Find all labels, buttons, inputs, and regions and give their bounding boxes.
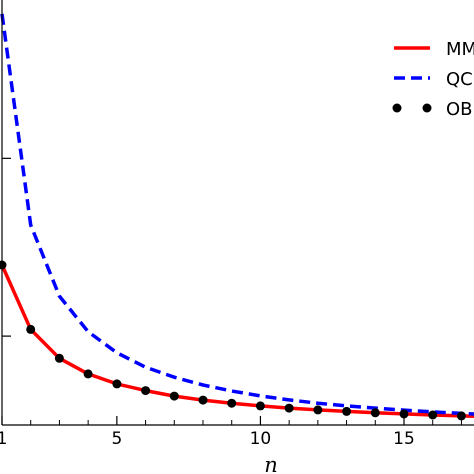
legend-swatch [422,103,432,113]
x-tick-label: 10 [250,429,272,449]
series-qc [0,13,474,416]
data-point [428,410,438,420]
legend-label: OB [446,99,473,120]
data-point [141,386,151,396]
data-point [456,411,466,421]
data-point [370,408,380,418]
axes-layer: 1 5 10 15 [0,0,474,449]
x-tick-label: 1 [0,429,7,449]
legend: MM QC OB [392,39,474,120]
legend-item-qc: QC [394,69,473,90]
data-point [0,260,7,270]
series-layer [0,13,474,421]
legend-label: MM [446,39,474,60]
data-point [342,406,352,416]
series-line-mm [0,264,474,419]
data-point [83,369,93,379]
data-point [169,391,179,401]
data-point [255,401,265,411]
data-point [399,409,409,419]
data-point [227,398,237,408]
data-point [313,405,323,415]
data-point [284,403,294,413]
series-line-qc [0,13,474,416]
data-point [112,379,122,389]
legend-item-mm: MM [394,39,474,60]
legend-label: QC [446,69,473,90]
x-tick-label: 15 [393,429,415,449]
data-point [54,353,64,363]
legend-item-ob: OB [392,99,473,120]
series-mm [0,264,474,419]
series-ob [0,260,466,421]
x-axis-label: n [264,453,278,474]
data-point [26,324,36,334]
data-point [198,395,208,405]
legend-swatch [392,103,402,113]
x-tick-label: 5 [111,429,122,449]
